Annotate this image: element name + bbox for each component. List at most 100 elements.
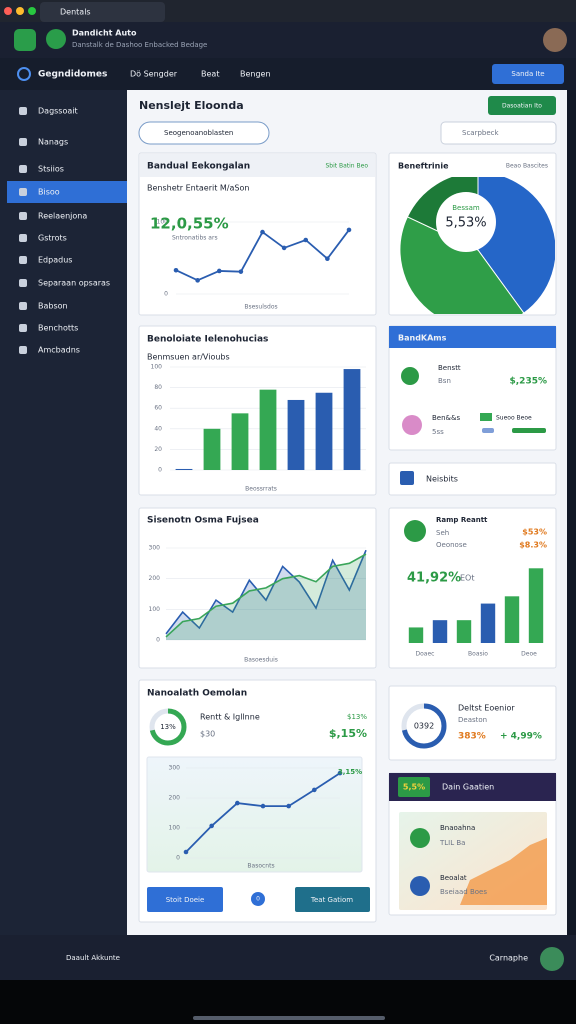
tag-text: Sbit Batin Beo: [325, 163, 368, 170]
line-point: [286, 803, 291, 809]
y-tick-label: 0: [158, 467, 162, 474]
links-text[interactable]: Bengen: [240, 70, 271, 79]
footer-bar: [0, 935, 576, 980]
item-text: Bnaoahna: [440, 824, 475, 832]
metric-text: 41,92%: [407, 571, 461, 586]
items-text[interactable]: Nanags: [38, 138, 68, 147]
value-text: $53%: [522, 528, 547, 537]
sidebar-icon: [19, 212, 27, 220]
action-button[interactable]: [488, 96, 556, 115]
line-point: [260, 803, 266, 809]
items-text[interactable]: Reelaenjona: [38, 212, 87, 221]
value-text: Sueoo Beoe: [496, 415, 532, 422]
tag-text: Beao Bascites: [506, 163, 548, 170]
area-fill: [166, 550, 366, 640]
sidebar-icon: [19, 324, 27, 332]
button[interactable]: [295, 887, 370, 912]
buttons-text[interactable]: Teat Gatiom: [310, 896, 353, 904]
ring-text: 0392: [414, 722, 434, 731]
line-point: [281, 245, 287, 251]
x-label-text: Beossrrats: [245, 486, 277, 493]
items-text[interactable]: Benchotts: [38, 324, 78, 333]
select-box[interactable]: [388, 462, 557, 496]
filter-text[interactable]: Seogenoanoblasten: [164, 129, 233, 137]
sidebar-active: [7, 181, 127, 203]
items-text[interactable]: Edpadus: [38, 256, 72, 265]
value-text: 383%: [458, 732, 486, 742]
sidebar-icon: [19, 279, 27, 287]
title-text: Nanoalath Oemolan: [147, 689, 247, 699]
button-text[interactable]: Sanda Ite: [511, 70, 544, 78]
filter-pill[interactable]: [138, 121, 270, 145]
line-point: [337, 770, 343, 776]
y-tick-label: 20: [154, 446, 162, 453]
line-point: [183, 849, 189, 855]
label-text[interactable]: Neisbits: [426, 475, 458, 484]
bar: [408, 627, 424, 643]
links-text[interactable]: Dö Sengder: [130, 70, 178, 79]
caption-text: Sntronatibs ars: [172, 235, 218, 242]
search-text[interactable]: Scarpbeck: [462, 129, 500, 137]
card-header: [389, 326, 556, 348]
bar: [528, 568, 544, 643]
title-text: Dandicht Auto: [72, 29, 137, 38]
sidebar-icon: [19, 165, 27, 173]
app-header: [0, 22, 576, 58]
x-label-text: Basocnts: [247, 863, 274, 870]
tab-text: Dentals: [60, 8, 91, 17]
items-text[interactable]: Separaan opsaras: [38, 279, 110, 288]
tag-text: $13%: [347, 713, 367, 721]
window-dot: [16, 7, 24, 15]
items-text[interactable]: Bisoo: [38, 188, 60, 197]
badge-text: 5,5%: [403, 783, 425, 792]
ring-arc: [401, 703, 447, 749]
page-text[interactable]: 0: [256, 896, 260, 903]
metric-tag-text: EOt: [460, 574, 475, 583]
items-text[interactable]: Stsiios: [38, 165, 64, 174]
ring-arc: [149, 708, 187, 746]
line-point: [209, 823, 214, 829]
line-point: [325, 256, 330, 262]
items-text[interactable]: Dagssoait: [38, 107, 78, 116]
name-text: Rentt & Igllnne: [200, 713, 260, 722]
home-indicator: [193, 1016, 385, 1020]
items-text[interactable]: Babson: [38, 302, 68, 311]
line-point: [346, 227, 352, 233]
center-text: 5,53%: [445, 216, 486, 231]
amount-text: $30: [200, 730, 215, 739]
line-point: [260, 229, 265, 235]
items-text[interactable]: Gstrots: [38, 234, 67, 243]
x-label-text: Basoesduis: [244, 657, 278, 664]
y-tick-label: 100: [169, 825, 181, 832]
center-label-text: Bessam: [452, 204, 480, 212]
title-text: BandKAms: [398, 334, 447, 343]
y-tick-label: 0: [176, 855, 180, 862]
brand-text: Gegndidomes: [38, 70, 107, 80]
title-text: Sisenotn Osma Fujsea: [147, 516, 259, 526]
bar: [432, 620, 448, 643]
detail-text: Deaston: [458, 716, 487, 724]
item-detail-text: TLIL Ba: [439, 839, 465, 847]
avatar: [543, 28, 567, 52]
links-text[interactable]: Beat: [201, 70, 219, 79]
window-dot: [4, 7, 12, 15]
nav-button[interactable]: [492, 64, 564, 84]
promo-icon: [410, 828, 430, 848]
y-tick-label: 100: [151, 364, 163, 371]
pie-slice: [399, 216, 525, 314]
bar: [175, 468, 193, 470]
row-icon: [402, 415, 422, 435]
title-text: Nenslejt Eloonda: [139, 99, 244, 112]
bar: [456, 620, 472, 643]
line-point: [195, 278, 200, 283]
y-tick-label: 80: [154, 384, 162, 391]
search-box[interactable]: [440, 121, 557, 145]
items-text[interactable]: Amcbadns: [38, 346, 80, 355]
action-text[interactable]: Dasoatian Ito: [502, 103, 542, 110]
y-tick-label: 0: [164, 291, 168, 298]
select-icon: [400, 471, 414, 485]
button[interactable]: [147, 887, 223, 912]
buttons-text[interactable]: Stoit Doeie: [166, 896, 205, 904]
peak-text: 3,15%: [338, 768, 362, 776]
